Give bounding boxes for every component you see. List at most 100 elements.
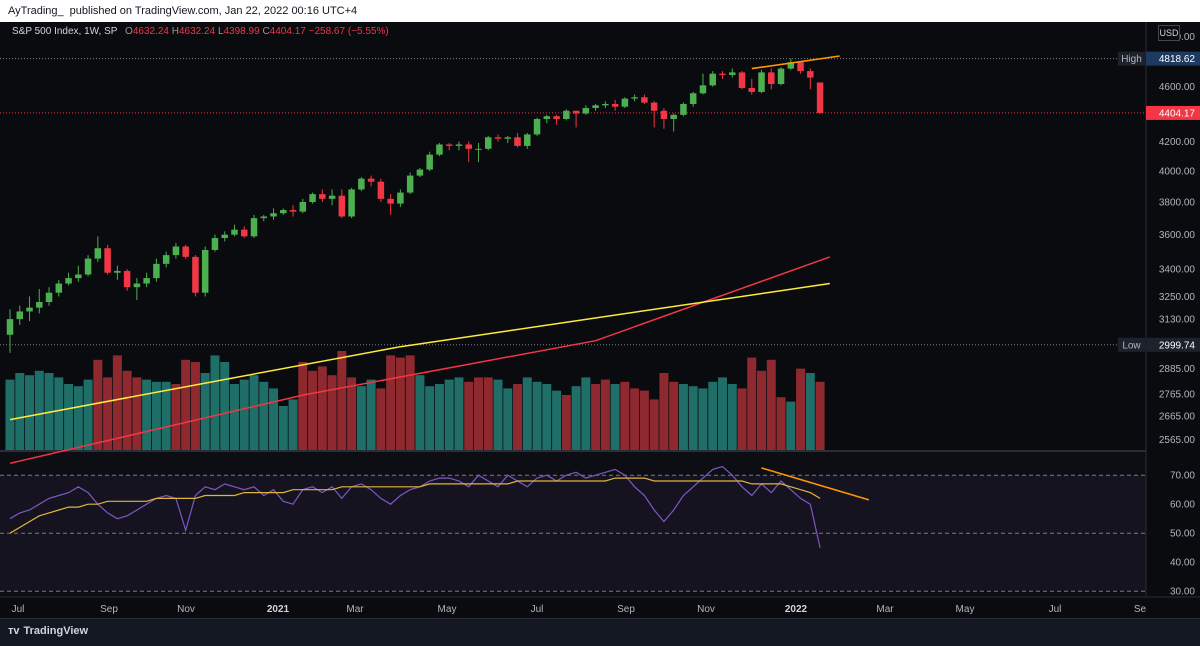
candle-body [84,258,92,275]
low-label: L [217,26,224,37]
candle-body [250,218,258,237]
volume-bar [161,381,171,450]
rsi-tick-label: 30.00 [1170,587,1195,598]
candle-body [75,274,82,279]
volume-bar [444,379,454,450]
volume-bar [737,388,747,450]
candle-body [16,311,24,320]
rsi-tick-label: 40.00 [1170,558,1195,569]
candle-body [455,144,463,146]
candle-body [6,319,14,335]
currency-label[interactable]: USD [1158,25,1180,41]
high-label: H [171,26,179,37]
candle-body [358,178,365,190]
time-tick-label: May [956,604,975,615]
volume-bar [376,388,386,450]
candle-body [807,71,814,78]
candle-body [524,134,531,146]
close-label: C [262,26,270,37]
volume-bar [142,379,152,450]
volume-bar [483,377,493,450]
candle-body [192,256,199,293]
tradingview-logo[interactable]: ᴛᴠ TradingView [8,625,88,637]
rsi-tick-label: 60.00 [1170,500,1195,511]
volume-bar [395,357,405,450]
candle-body [680,103,687,115]
candle-body [387,198,394,204]
volume-bar [366,379,376,450]
candle-body [475,148,482,150]
candle-body [299,202,307,212]
chart-canvas[interactable]: 5000.004600.004200.004000.003800.003600.… [0,22,1200,618]
candle-body [514,137,521,146]
volume-bar [639,390,649,450]
symbol-name[interactable]: S&P 500 Index, 1W, SP [12,26,118,37]
candle-body [231,229,238,235]
time-tick-label: Se [1134,604,1147,615]
candle-body [494,137,502,139]
ohlc-values: O4632.24 H4632.24 L4398.99 C4404.17 −258… [125,26,389,37]
volume-bar [708,381,718,450]
candle-body [719,73,726,75]
candle-body [162,255,170,264]
candle-body [260,216,268,219]
volume-bar [347,377,357,450]
publish-info: published on TradingView.com, Jan 22, 20… [69,5,358,17]
candle-body [553,116,560,120]
volume-bar [747,357,757,450]
volume-bar [571,386,581,450]
volume-bar [93,359,103,450]
candle-body [182,246,189,257]
volume-bar [151,381,161,450]
volume-bar [190,362,200,450]
volume-bar [210,355,220,450]
volume-bar [688,386,698,450]
time-tick-label: Sep [617,604,635,615]
time-tick-label: Sep [100,604,118,615]
candle-body [797,62,804,72]
volume-bar [727,384,737,450]
candle-body [143,278,150,284]
candle-body [709,73,716,86]
candle-body [104,248,111,273]
volume-bar [425,386,435,450]
candle-body [582,108,590,114]
candle-body [211,238,219,250]
candle-body [377,181,385,199]
volume-bar [493,379,503,450]
rsi-pane-bg [0,452,1146,597]
candle-body [319,194,326,199]
volume-bar [44,373,54,450]
price-tick-label: 2885.00 [1159,364,1196,375]
time-tick-label: Nov [697,604,715,615]
high-value: 4632.24 [179,26,216,37]
candle-body [436,144,443,155]
open-label: O [125,26,133,37]
volume-bar [542,384,552,450]
candle-body [367,178,375,182]
volume-bar [317,366,327,450]
rsi-ma-line [9,477,821,534]
candle-body [563,110,570,120]
moving-average-red [9,256,831,465]
time-tick-label: Nov [177,604,195,615]
candle-body [153,263,160,279]
candle-body [641,97,648,103]
low-price-label-name-bg [1118,337,1145,352]
volume-bar [200,373,210,450]
author-name[interactable]: AyTrading_ [8,5,64,17]
volume-bar [669,381,679,450]
volume-bar [5,379,15,450]
candle-body [650,102,658,111]
volume-bar [630,388,640,450]
logo-text: TradingView [23,625,89,637]
time-tick-label: 2022 [785,604,808,615]
volume-bar [649,399,659,450]
candle-body [738,72,746,88]
price-tick-label: 4000.00 [1159,167,1196,178]
volume-bar [269,388,279,450]
volume-bar [786,401,796,450]
chart-area[interactable]: 5000.004600.004200.004000.003800.003600.… [0,22,1200,618]
candle-body [670,114,677,120]
candle-body [465,144,472,149]
